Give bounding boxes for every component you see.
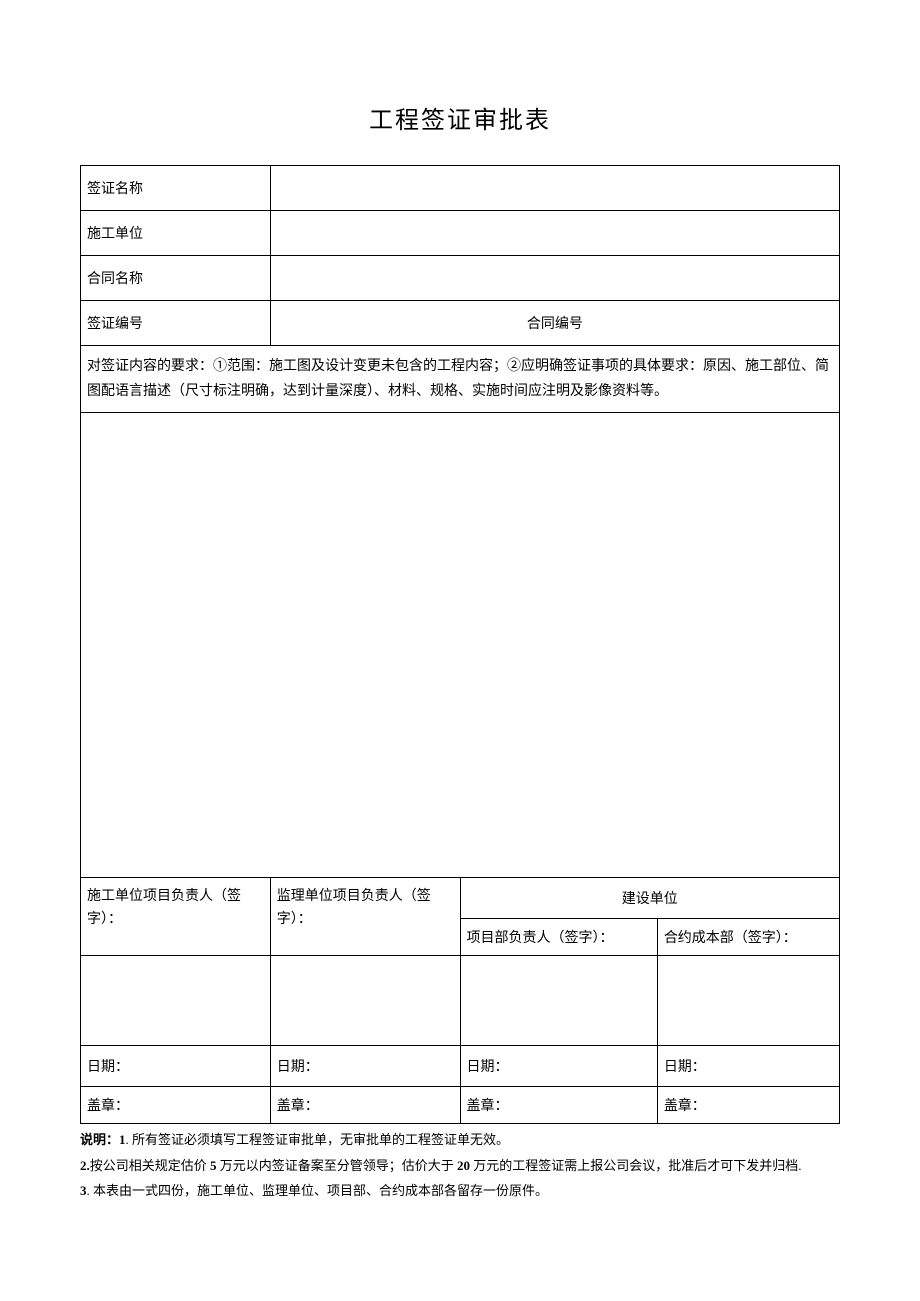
content-area: [81, 413, 840, 878]
note-2-text-c: 万元以内签证备案至分管领导；估价大于: [217, 1158, 458, 1173]
approval-table: 签证名称 施工单位 合同名称 签证编号 合同编号 对签证内容的要求：①范围：施工…: [80, 165, 840, 1124]
label-construction-unit: 施工单位: [81, 211, 271, 256]
sig-supervision-date: 日期：: [270, 1046, 460, 1087]
sig-supervision-stamp: 盖章：: [270, 1087, 460, 1124]
sig-project-body: [460, 956, 657, 1046]
note-2: 2.按公司相关规定估价 5 万元以内签证备案至分管领导；估价大于 20 万元的工…: [80, 1154, 840, 1177]
sig-construction-date: 日期：: [81, 1046, 271, 1087]
note-prefix: 说明：: [80, 1132, 119, 1147]
sig-construction-body: [81, 956, 271, 1046]
note-2-num: 2.: [80, 1158, 90, 1173]
note-3-text: . 本表由一式四份，施工单位、监理单位、项目部、合约成本部各留存一份原件。: [87, 1183, 549, 1198]
sig-construction-mgr-label: 施工单位项目负责人（签字）：: [81, 878, 271, 956]
label-contract-number: 合同编号: [270, 301, 839, 346]
sig-construction-stamp: 盖章：: [81, 1087, 271, 1124]
sig-contract-cost-label: 合约成本部（签字）：: [657, 919, 839, 956]
value-construction-unit: [270, 211, 839, 256]
page-title: 工程签证审批表: [80, 100, 840, 135]
note-1-text: . 所有签证必须填写工程签证审批单，无审批单的工程签证单无效。: [126, 1132, 510, 1147]
sig-contract-date: 日期：: [657, 1046, 839, 1087]
sig-supervision-mgr-label: 监理单位项目负责人（签字）：: [270, 878, 460, 956]
sig-project-stamp: 盖章：: [460, 1087, 657, 1124]
sig-project-date: 日期：: [460, 1046, 657, 1087]
note-2-text-a: 按公司相关规定估价: [90, 1158, 210, 1173]
label-contract-name: 合同名称: [81, 256, 271, 301]
sig-contract-stamp: 盖章：: [657, 1087, 839, 1124]
label-visa-name: 签证名称: [81, 166, 271, 211]
note-1: 说明：1. 所有签证必须填写工程签证审批单，无审批单的工程签证单无效。: [80, 1128, 840, 1151]
note-3: 3. 本表由一式四份，施工单位、监理单位、项目部、合约成本部各留存一份原件。: [80, 1179, 840, 1202]
requirement-text: 对签证内容的要求：①范围：施工图及设计变更未包含的工程内容；②应明确签证事项的具…: [81, 346, 840, 413]
sig-contract-body: [657, 956, 839, 1046]
note-2-text-e: 万元的工程签证需上报公司会议，批准后才可下发并归档.: [470, 1158, 802, 1173]
sig-owner-unit-header: 建设单位: [460, 878, 840, 919]
sig-project-mgr-label: 项目部负责人（签字）：: [460, 919, 657, 956]
label-visa-number: 签证编号: [81, 301, 271, 346]
value-contract-name: [270, 256, 839, 301]
note-2-text-d: 20: [457, 1158, 470, 1173]
value-visa-name: [270, 166, 839, 211]
sig-supervision-body: [270, 956, 460, 1046]
notes-block: 说明：1. 所有签证必须填写工程签证审批单，无审批单的工程签证单无效。 2.按公…: [80, 1128, 840, 1202]
